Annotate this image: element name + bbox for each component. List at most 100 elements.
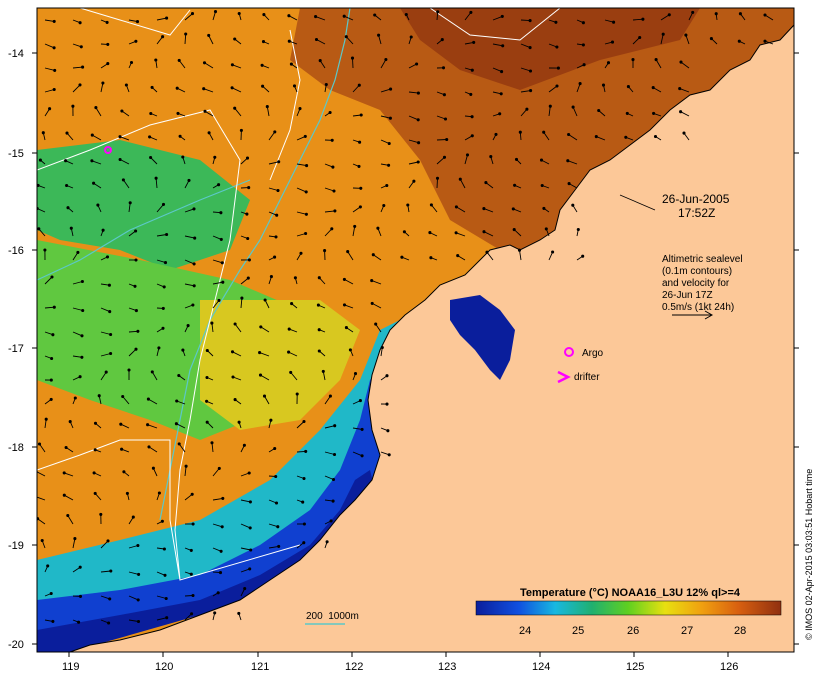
cool-coastal-band <box>37 300 440 630</box>
velocity-arrow-head <box>37 442 42 446</box>
velocity-arrow-head <box>248 500 252 504</box>
velocity-arrow-head <box>136 619 141 624</box>
velocity-arrow-head <box>273 255 277 259</box>
velocity-arrow <box>520 67 531 72</box>
velocity-arrow-head <box>184 464 188 468</box>
velocity-arrow-head <box>48 107 52 111</box>
velocity-arrow-head <box>62 471 66 475</box>
argo-marker[interactable] <box>564 347 574 357</box>
velocity-arrow <box>260 374 270 381</box>
velocity-arrow-head <box>346 250 350 254</box>
velocity-arrow-head <box>500 14 504 18</box>
velocity-arrow-head <box>121 178 125 182</box>
velocity-arrow <box>151 371 158 381</box>
velocity-arrow-head <box>653 134 658 139</box>
velocity-arrow-head <box>64 159 68 163</box>
velocity-arrow-head <box>49 378 53 382</box>
velocity-arrow-head <box>192 262 196 266</box>
velocity-arrow-head <box>203 109 207 113</box>
altimetry-line-2: (0.1m contours) <box>662 266 732 277</box>
velocity-arrow <box>344 279 354 285</box>
velocity-arrow-head <box>331 477 336 482</box>
velocity-arrow-head <box>92 181 96 185</box>
velocity-arrow-head <box>540 183 544 188</box>
velocity-arrow-head <box>287 39 291 43</box>
velocity-arrow <box>296 421 305 429</box>
velocity-arrow <box>100 570 111 573</box>
drifter-marker[interactable] <box>557 370 571 384</box>
land-mass[interactable] <box>69 24 794 652</box>
velocity-arrow-head <box>125 491 129 495</box>
sealevel-contour-north <box>79 8 561 181</box>
velocity-arrow-head <box>78 83 82 87</box>
velocity-arrow-head <box>429 256 433 260</box>
velocity-arrow-head <box>107 621 111 625</box>
velocity-scale-arrow <box>672 310 714 320</box>
velocity-arrow-head <box>205 348 209 353</box>
velocity-arrow-head <box>109 351 113 356</box>
velocity-arrow-head <box>118 157 122 162</box>
velocity-arrow <box>352 226 356 237</box>
velocity-arrow-head <box>353 224 357 228</box>
velocity-arrow <box>234 323 242 333</box>
velocity-arrow <box>44 43 55 49</box>
velocity-arrow <box>123 179 130 189</box>
velocity-arrow-head <box>651 86 655 90</box>
velocity-arrow <box>456 206 466 213</box>
velocity-arrow-head <box>555 84 559 88</box>
credit-text: © IMOS 02-Apr-2015 03:03:51 Hobart time <box>804 469 814 640</box>
velocity-arrow-head <box>314 15 318 19</box>
velocity-arrow-head <box>601 83 606 87</box>
velocity-arrow-head <box>442 155 447 159</box>
velocity-arrow <box>568 134 578 141</box>
velocity-arrow-head <box>219 237 223 241</box>
velocity-arrow-head <box>370 301 374 305</box>
velocity-arrow-head <box>160 519 164 523</box>
velocity-arrow <box>38 228 46 237</box>
velocity-arrow-head <box>233 398 237 402</box>
velocity-arrow-head <box>136 598 140 602</box>
velocity-arrow <box>655 59 662 69</box>
velocity-arrow-head <box>93 448 97 452</box>
velocity-arrow-head <box>358 399 362 403</box>
velocity-arrow-head <box>652 111 656 115</box>
velocity-arrow <box>660 34 664 45</box>
velocity-arrow-head <box>52 87 56 92</box>
velocity-arrow-head <box>163 261 168 265</box>
lon-tick: 121 <box>251 661 269 673</box>
velocity-arrow-head <box>498 112 502 116</box>
velocity-arrow-head <box>667 13 671 17</box>
velocity-arrow <box>119 159 130 165</box>
velocity-arrow-head <box>157 346 161 350</box>
velocity-arrow-head <box>578 82 582 86</box>
velocity-arrow-head <box>81 308 85 313</box>
velocity-arrow-head <box>387 453 391 457</box>
velocity-arrow-head <box>328 110 332 115</box>
argo-marker-north[interactable] <box>104 146 112 154</box>
velocity-arrow-head <box>161 306 165 310</box>
velocity-arrow-head <box>415 62 419 66</box>
colorbar-title: Temperature (°C) NOAA16_L3U 12% ql>=4 <box>520 587 741 599</box>
velocity-arrow-head <box>154 58 158 62</box>
velocity-arrow-head <box>122 470 126 474</box>
velocity-arrow-head <box>80 355 84 359</box>
velocity-arrow <box>408 115 419 121</box>
velocity-arrow-head <box>62 493 66 497</box>
velocity-arrow-head <box>594 135 598 139</box>
velocity-arrow-head <box>191 593 195 598</box>
velocity-arrow-head <box>342 303 347 307</box>
velocity-arrow-head <box>192 284 196 288</box>
velocity-arrow-head <box>571 203 575 207</box>
velocity-arrow <box>679 88 690 93</box>
velocity-arrow-head <box>161 35 165 39</box>
velocity-arrow-head <box>344 326 348 330</box>
velocity-arrow-head <box>79 45 83 49</box>
velocity-arrow-head <box>105 255 110 259</box>
velocity-arrow-head <box>52 46 56 50</box>
velocity-arrow-head <box>329 519 333 523</box>
velocity-arrow-head <box>542 206 546 210</box>
velocity-arrow-head <box>217 183 221 187</box>
date-pointer-line <box>619 194 656 211</box>
velocity-arrow <box>240 547 251 551</box>
velocity-arrow <box>352 451 363 457</box>
